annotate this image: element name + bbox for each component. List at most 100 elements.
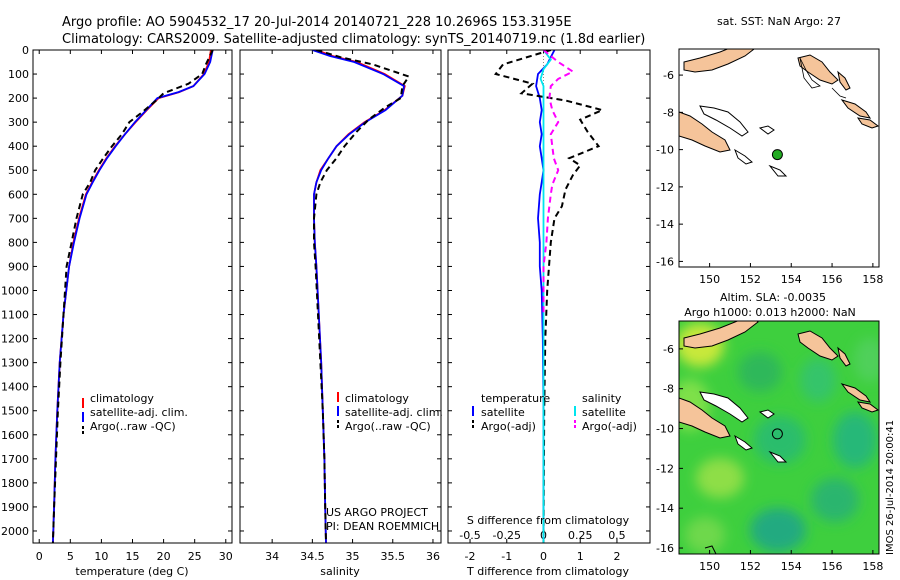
depth-tick-label: 0 — [22, 44, 29, 57]
legend-label-t-satellite: satellite — [481, 406, 525, 419]
salinity-axes: 34 34.5 35 35.5 36 — [240, 49, 441, 563]
depth-tick-label: 1000 — [1, 284, 29, 297]
difference-xlabel: T difference from climatology — [466, 565, 629, 578]
x-tick-label: 34 — [265, 550, 279, 563]
depth-tick-label: 400 — [8, 140, 29, 153]
sla-map-panel: Altim. SLA: -0.0035 Argo h1000: 0.013 h2… — [656, 291, 883, 573]
difference-axes: -2 -1 0 1 2-0.5 -0.25 0 0.25 0.5 — [448, 49, 650, 563]
lat-tick-label: -6 — [663, 69, 674, 82]
title-line2: Climatology: CARS2009. Satellite-adjuste… — [62, 32, 645, 47]
argo-float-marker-open — [771, 428, 783, 440]
lat-tick-label: -8 — [663, 106, 674, 119]
depth-tick-label: 2000 — [1, 525, 29, 538]
depth-tick-label: 600 — [8, 188, 29, 201]
depth-tick-label: 700 — [8, 212, 29, 225]
lat-tick-label: -8 — [663, 383, 674, 396]
reef-line-1 — [799, 57, 821, 89]
x-tick-label: 30 — [219, 550, 233, 563]
difference-plot-frame — [447, 49, 651, 544]
depth-tick-label: 1400 — [1, 381, 29, 394]
island-outline-1 — [734, 148, 753, 165]
x-tick-label: 20 — [157, 550, 171, 563]
island-outline-2 — [758, 125, 775, 135]
legend-label-satellite: satellite-adj. clim. — [345, 406, 443, 419]
land-new-guinea — [683, 321, 759, 349]
temperature-series — [51, 50, 214, 543]
depth-tick-label: 1200 — [1, 333, 29, 346]
land-solomon-2 — [856, 401, 879, 413]
argo-float-marker — [771, 149, 783, 161]
depth-tick-label: 1800 — [1, 477, 29, 490]
depth-tick-label: 1300 — [1, 357, 29, 370]
series-s-satellite — [539, 50, 552, 543]
land-bougainville — [837, 70, 851, 91]
temperature-profile-panel: 0100200300400500600700800900100011001200… — [1, 44, 233, 578]
temperature-plot-frame — [32, 49, 233, 544]
land-papua-tail — [679, 111, 731, 153]
legend-label-argo: Argo(..raw -QC) — [345, 420, 431, 433]
lat-tick-label: -12 — [656, 181, 674, 194]
reef-line-2 — [831, 87, 847, 99]
depth-tick-label: 1600 — [1, 429, 29, 442]
series-argo-raw-qc — [51, 50, 214, 543]
depth-tick-label: 1100 — [1, 309, 29, 322]
lon-tick-label: 154 — [781, 273, 802, 286]
x-tick-label: 25 — [188, 550, 202, 563]
series-climatology — [313, 50, 406, 543]
x-tick-label: 35.5 — [381, 550, 406, 563]
series-satellite-adj-clim — [312, 50, 405, 543]
lon-tick-label: 152 — [740, 273, 761, 286]
land-solomon-2 — [856, 117, 879, 129]
x-tick-label: 10 — [94, 550, 108, 563]
legend-title-temperature: temperature — [481, 392, 550, 405]
land-bougainville — [837, 346, 851, 367]
difference-xlabel-top: S difference from climatology — [467, 514, 630, 527]
land-solomon-1 — [840, 99, 872, 119]
sla-heatmap-blobs — [679, 323, 879, 553]
lat-tick-label: -6 — [663, 343, 674, 356]
sla-heatmap — [679, 321, 879, 554]
sst-map-panel: sat. SST: NaN Argo: 27 150 152 154 156 158 -6… — [656, 15, 883, 286]
island-outline-3 — [768, 450, 788, 463]
land-new-guinea — [683, 49, 755, 73]
title-line1: Argo profile: AO 5904532_17 20-Jul-2014 … — [62, 15, 572, 30]
difference-profile-panel: -2 -1 0 1 2-0.5 -0.25 0 0.25 0.5 T difference fr… — [447, 49, 651, 578]
depth-tick-label: 100 — [8, 68, 29, 81]
lat-tick-label: -10 — [656, 423, 674, 436]
salinity-series — [312, 50, 411, 543]
x-tick-label: 1 — [577, 550, 584, 563]
series-satellite-adj-clim — [52, 50, 214, 543]
s-tick-label: 0.5 — [608, 529, 626, 542]
x-tick-label: 34.5 — [300, 550, 325, 563]
lat-tick-label: -14 — [656, 502, 674, 515]
lon-tick-label: 154 — [781, 560, 802, 573]
difference-series — [493, 50, 606, 543]
sla-map-frame — [678, 320, 880, 555]
lat-tick-label: -16 — [656, 542, 674, 555]
sla-map-axes: 150 152 154 156 158 -6 -8 -10 -12 -14 -16 — [656, 343, 883, 573]
x-tick-label: 15 — [126, 550, 140, 563]
legend-label-climatology: climatology — [90, 392, 154, 405]
temperature-legend: climatology satellite-adj. clim. Argo(..… — [82, 392, 188, 436]
x-tick-label: 5 — [67, 550, 74, 563]
x-tick-label: 2 — [613, 550, 620, 563]
s-tick-label: 0.25 — [568, 529, 593, 542]
s-tick-label: -0.25 — [493, 529, 521, 542]
legend-label-satellite: satellite-adj. clim. — [90, 406, 188, 419]
depth-tick-label: 1500 — [1, 405, 29, 418]
legend-label-climatology: climatology — [345, 392, 409, 405]
series-t-satellite — [535, 50, 556, 543]
x-tick-label: -2 — [465, 550, 476, 563]
salinity-legend: climatology satellite-adj. clim. Argo(..… — [337, 392, 443, 433]
island-outline-3 — [768, 164, 788, 177]
salinity-plot-frame — [239, 49, 442, 544]
sla-map-title-line1: Altim. SLA: -0.0035 — [720, 291, 826, 304]
lon-tick-label: 152 — [740, 560, 761, 573]
pi-annotation: PI: DEAN ROEMMICH — [326, 520, 439, 533]
lat-tick-label: -16 — [656, 255, 674, 268]
lon-tick-label: 150 — [699, 273, 720, 286]
salinity-xlabel: salinity — [320, 565, 360, 578]
series-t-argo-adj — [493, 50, 606, 543]
depth-tick-label: 900 — [8, 260, 29, 273]
